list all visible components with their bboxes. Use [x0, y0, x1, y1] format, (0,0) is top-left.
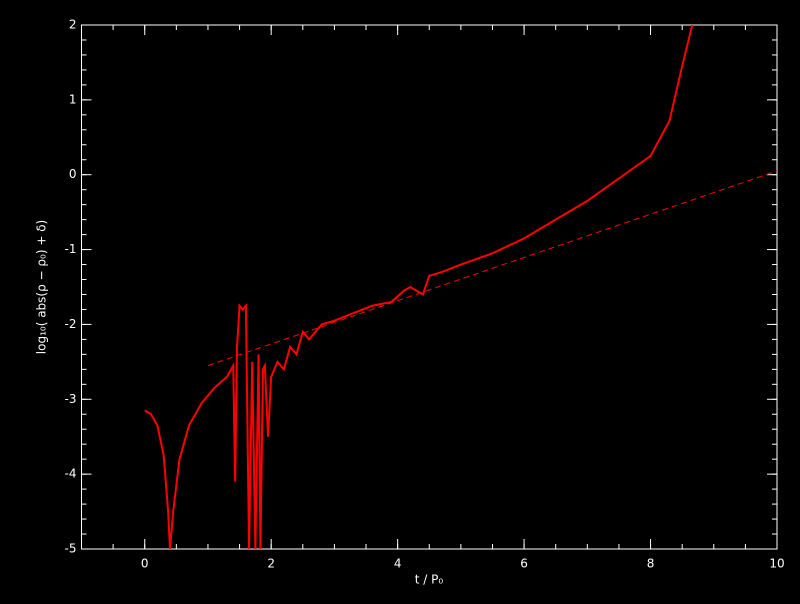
x-tick-label: 0	[141, 557, 149, 571]
y-tick-label: -3	[65, 392, 77, 406]
fit-line	[207, 170, 777, 367]
y-axis-label: log₁₀( abs(ρ − ρ₀) + δ)	[35, 220, 49, 354]
x-tick-label: 2	[267, 557, 275, 571]
y-tick-label: 1	[69, 92, 77, 106]
x-axis-label: t / P₀	[415, 573, 444, 587]
y-tick-label: -5	[65, 542, 77, 556]
y-tick-label: 0	[69, 167, 77, 181]
x-tick-label: 10	[769, 557, 784, 571]
x-tick-label: 4	[394, 557, 402, 571]
y-tick-label: -1	[65, 242, 77, 256]
data-line	[144, 25, 694, 549]
y-tick-label: -4	[65, 467, 77, 481]
x-tick-label: 8	[647, 557, 655, 571]
x-tick-label: 6	[520, 557, 528, 571]
y-tick-label: 2	[69, 18, 77, 32]
y-tick-label: -2	[65, 317, 77, 331]
